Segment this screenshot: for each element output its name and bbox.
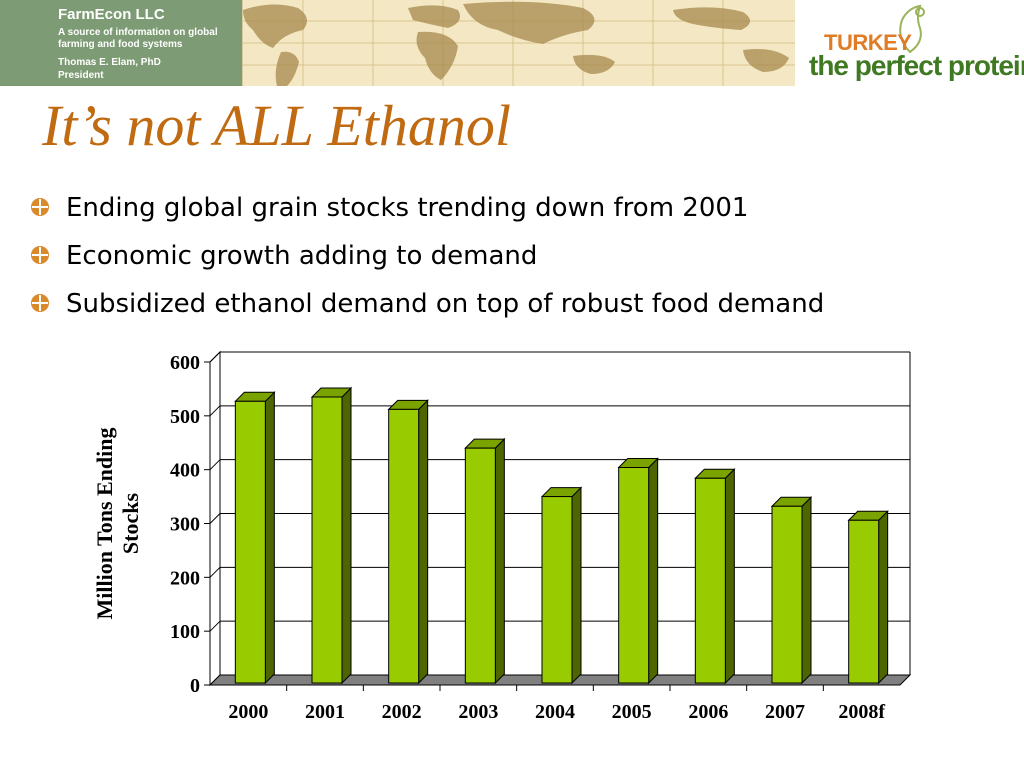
bullet-circle-icon (31, 246, 49, 264)
slide-header: FarmEcon LLC A source of information on … (0, 0, 1024, 86)
slide-title: It’s not ALL Ethanol (42, 93, 511, 158)
logo-tagline-text: the perfect protein (809, 50, 1024, 81)
bullet-circle-icon (31, 294, 49, 312)
bar-side (571, 486, 582, 685)
bullet-list: Ending global grain stocks trending down… (28, 186, 824, 330)
y-tick-label: 300 (170, 514, 200, 536)
bar-2003 (464, 447, 496, 684)
company-name: FarmEcon LLC (58, 6, 165, 23)
y-tick-label: 600 (170, 352, 200, 374)
logo-tagline: the perfect proteinTM (809, 50, 1024, 82)
gridline-diag (209, 351, 221, 363)
bar-side (801, 496, 812, 685)
bar-2008f (848, 519, 880, 684)
bullet-item: Subsidized ethanol demand on top of robu… (28, 282, 824, 330)
bullet-item: Ending global grain stocks trending down… (28, 186, 824, 234)
bar-side (648, 457, 659, 685)
x-tick-label: 2001 (305, 701, 345, 723)
bar-2000 (234, 400, 266, 684)
bar-2002 (388, 408, 420, 684)
y-axis-label: Million Tons Ending (92, 428, 117, 620)
x-tick-label: 2004 (535, 701, 575, 723)
bar-side (418, 399, 429, 685)
bar-side (724, 468, 735, 685)
logo-brand: TURKEY (824, 30, 912, 55)
y-tick-label: 500 (170, 406, 200, 428)
y-tick-label: 100 (170, 621, 200, 643)
farmecon-banner: FarmEcon LLC A source of information on … (0, 0, 242, 86)
y-axis-label: Stocks (118, 493, 143, 555)
x-tick-label: 2007 (765, 701, 805, 723)
x-tick-label: 2005 (612, 701, 652, 723)
x-tick-label: 2002 (382, 701, 422, 723)
bar-side (341, 386, 352, 685)
bar-2007 (771, 505, 803, 684)
bar-2004 (541, 496, 573, 684)
world-map-icon (243, 0, 795, 86)
grain-stocks-bar-chart: 0 100 200 300 400 500 600 2000 2001 2002 2003 2004 2… (92, 350, 912, 723)
gridline-diag (209, 405, 221, 417)
x-tick-label: 2008f (838, 701, 885, 723)
turkey-logo: TURKEY the perfect proteinTM (800, 0, 1024, 86)
y-tick-label: 0 (190, 675, 200, 697)
company-description: A source of information on global farmin… (58, 27, 218, 50)
bullet-circle-icon (31, 198, 49, 216)
bullet-item: Economic growth adding to demand (28, 234, 824, 282)
gridline-diag (209, 566, 221, 578)
gridline-diag (209, 459, 221, 471)
bar-side (264, 391, 275, 685)
bullet-text: Economic growth adding to demand (66, 241, 538, 271)
author-title: President (58, 70, 104, 81)
gridline-diag (209, 513, 221, 524)
bar-2001 (311, 396, 343, 684)
author-name: Thomas E. Elam, PhD (58, 57, 161, 68)
bullet-text: Ending global grain stocks trending down… (66, 193, 749, 223)
y-tick-label: 400 (170, 460, 200, 482)
bar-2005 (618, 467, 650, 684)
turkey-feather-icon (899, 4, 925, 54)
gridline-diag (209, 620, 221, 632)
y-tick-label: 200 (170, 567, 200, 589)
x-tick-label: 2003 (458, 701, 498, 723)
x-tick-label: 2000 (228, 701, 268, 723)
world-map-banner (242, 0, 795, 86)
bar-side (878, 510, 889, 685)
bar-2006 (694, 477, 726, 684)
bar-side (494, 437, 505, 685)
bullet-text: Subsidized ethanol demand on top of robu… (66, 289, 825, 319)
x-tick-label: 2006 (688, 701, 728, 723)
